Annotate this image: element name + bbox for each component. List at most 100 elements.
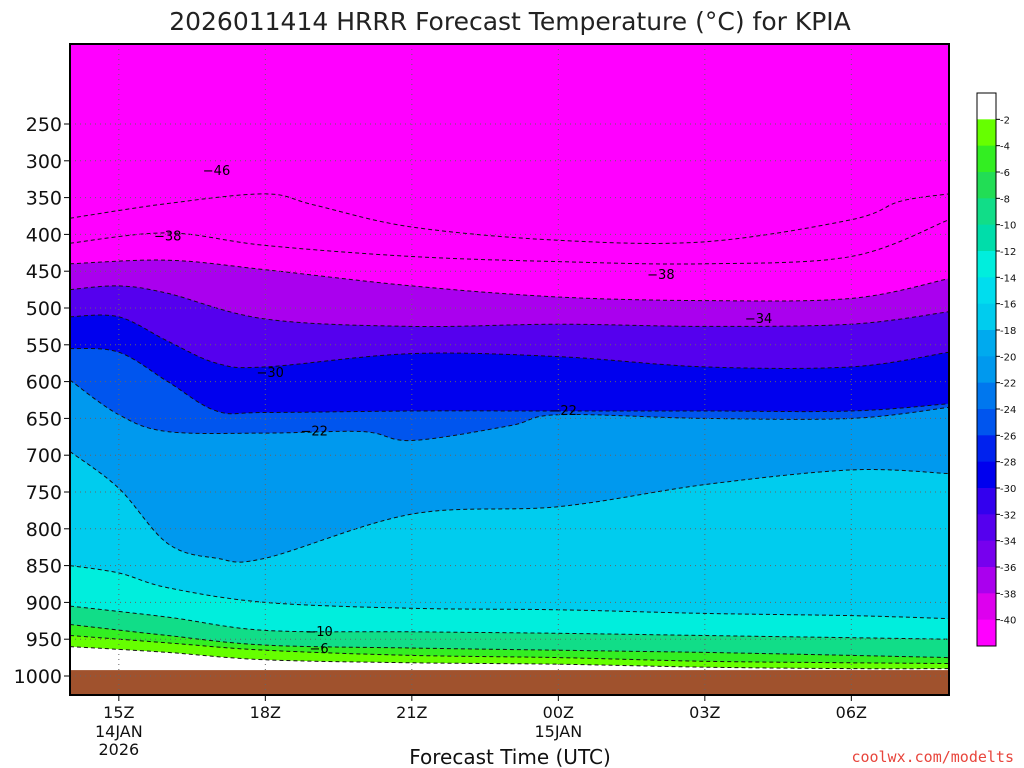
contour-label: −30: [256, 366, 283, 381]
y-tick-label: 250: [26, 114, 62, 136]
colorbar-legend: -2 -4 -6 -8 -10 -12 -14 -16 -18 -20 -22 -24 -26 -28 -3…: [976, 92, 1016, 647]
colorbar-label: -26: [1000, 431, 1016, 442]
colorbar-swatch: [977, 356, 996, 384]
isotherm-22: [70, 379, 949, 442]
colorbar-swatch: [977, 409, 996, 436]
contour-label: −38: [154, 230, 181, 245]
colorbar-label: -6: [1000, 168, 1010, 179]
temperature-fill: [70, 44, 949, 695]
y-tick-label: 650: [26, 408, 62, 430]
x-tick-label: 03Z: [689, 703, 720, 722]
ground-fill: [70, 670, 949, 695]
contour-label: −6: [309, 642, 328, 657]
y-tick-label: 900: [26, 592, 62, 614]
colorbar-label: -32: [1000, 510, 1016, 521]
x-tick-sublabel: 15JAN: [534, 722, 582, 741]
colorbar-label: -20: [1000, 352, 1016, 363]
colorbar-swatch: [977, 277, 996, 305]
colorbar-label: -16: [1000, 300, 1016, 311]
contour-labels: −10 −6 −22 −22 −30 −34 −38 −38 −46: [154, 164, 772, 657]
grid-lines: [70, 44, 949, 695]
y-tick-label: 400: [26, 224, 62, 246]
y-tick-label: 800: [26, 519, 62, 541]
isotherm-46: [70, 193, 949, 244]
y-tick-label: 450: [26, 261, 62, 283]
colorbar-frame: [976, 92, 997, 647]
colorbar-swatch: [977, 251, 996, 278]
colorbar-swatch: [977, 435, 996, 463]
colorbar-swatch: [977, 567, 996, 594]
colorbar-label: -24: [1000, 405, 1016, 416]
colorbar-swatch: [977, 593, 996, 621]
below-ground-area: [70, 670, 949, 695]
colorbar-swatch: [977, 461, 996, 489]
x-tick-label: 06Z: [836, 703, 867, 722]
x-tick-label: 18Z: [250, 703, 281, 722]
colorbar-label: -28: [1000, 458, 1016, 469]
colorbar-label: -40: [1000, 616, 1016, 627]
y-tick-label: 700: [26, 445, 62, 467]
colorbar-label: -8: [1000, 194, 1010, 205]
colorbar-label: -36: [1000, 563, 1016, 574]
y-tick-label: 350: [26, 188, 62, 210]
isotherm-14: [70, 565, 949, 620]
contour-label: −22: [549, 404, 576, 419]
colorbar-swatch: [977, 198, 996, 226]
y-tick-label: 850: [26, 556, 62, 578]
y-tick-label: 750: [26, 482, 62, 504]
colorbar-swatch: [977, 514, 996, 542]
isotherm-30: [70, 314, 949, 369]
contour-label: −38: [647, 268, 674, 283]
y-tick-label: 950: [26, 629, 62, 651]
isotherm-2: [70, 646, 949, 670]
isotherm-38: [70, 259, 949, 302]
colorbar-swatch: [977, 303, 996, 331]
isotherm-34: [70, 285, 949, 328]
y-tick-label: 300: [26, 151, 62, 173]
colorbar-label: -22: [1000, 379, 1016, 390]
colorbar-label: -2: [1000, 115, 1010, 126]
isotherm-42: [70, 219, 949, 265]
credit-text: coolwx.com/modelts: [851, 748, 1014, 766]
colorbar-label: -14: [1000, 273, 1016, 284]
colorbar-swatch: [977, 488, 996, 515]
colorbar-swatch: [977, 93, 996, 120]
colorbar-swatch: [977, 619, 996, 647]
colorbar-label: -12: [1000, 247, 1016, 258]
colorbar-swatch: [977, 540, 996, 568]
x-tick-sublabel: 14JAN: [95, 722, 143, 741]
colorbar-swatch: [977, 119, 996, 147]
x-tick-label: 15Z: [103, 703, 134, 722]
colorbar-swatch: [977, 330, 996, 357]
x-axis-label: Forecast Time (UTC): [409, 745, 611, 768]
colorbar-label: -18: [1000, 326, 1016, 337]
colorbar-label: -4: [1000, 142, 1010, 153]
isotherm-18: [70, 451, 949, 563]
y-tick-label: 1000: [14, 666, 62, 688]
x-tick-label: 00Z: [543, 703, 574, 722]
x-tick-label: 21Z: [396, 703, 427, 722]
y-tick-label: 600: [26, 372, 62, 394]
contour-label: −22: [300, 425, 327, 440]
colorbar-label: -34: [1000, 537, 1016, 548]
colorbar-label: -30: [1000, 484, 1016, 495]
isotherm-10: [70, 605, 949, 640]
colorbar-swatch: [977, 382, 996, 410]
y-tick-label: 500: [26, 298, 62, 320]
x-tick-sublabel: 2026: [98, 740, 139, 759]
contour-label: −10: [305, 625, 332, 640]
plot-frame: [69, 43, 950, 696]
contour-label: −34: [745, 312, 772, 327]
y-axis-ticks: 250 300 350 400 450 500 550 600 650 700 750 800 850 9…: [14, 114, 70, 688]
chart-title: 2026011414 HRRR Forecast Temperature (°C…: [169, 7, 851, 36]
colorbar-swatch: [977, 172, 996, 199]
y-tick-label: 550: [26, 335, 62, 357]
contour-label: −46: [203, 164, 230, 179]
colorbar-swatch: [977, 224, 996, 252]
isotherm-26: [70, 347, 949, 415]
colorbar-label: -10: [1000, 221, 1016, 232]
colorbar-label: -38: [1000, 589, 1016, 600]
isotherm-4: [70, 635, 949, 664]
